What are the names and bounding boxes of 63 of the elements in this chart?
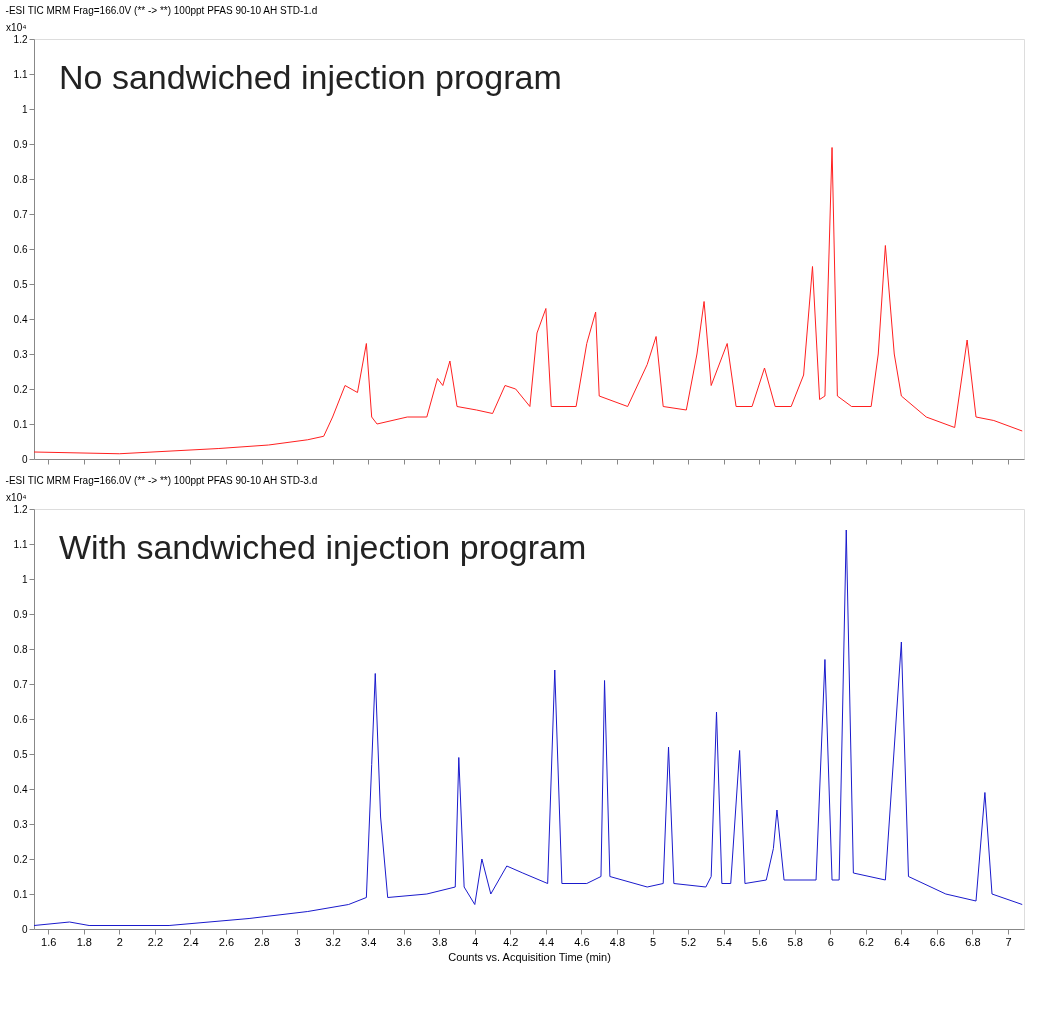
- y-tick-label: 0.6: [13, 713, 28, 725]
- x-tick-label: 2.4: [183, 935, 199, 948]
- x-tick-label: 3.8: [432, 935, 448, 948]
- x-tick-label: 6.4: [894, 935, 910, 948]
- y-tick-label: 1.2: [13, 33, 28, 45]
- y-axis-title: x10⁴: [6, 21, 27, 33]
- x-tick-label: 4: [472, 935, 479, 948]
- x-tick-label: 5.6: [752, 935, 768, 948]
- y-tick-label: 0: [21, 923, 28, 935]
- chart-title: -ESI TIC MRM Frag=166.0V (** -> **) 100ppt PFAS 90-10 AH STD-3.d: [5, 475, 318, 486]
- x-tick-label: 7: [1005, 935, 1012, 948]
- y-tick-label: 0.1: [13, 888, 28, 900]
- y-tick-label: 0.7: [13, 208, 28, 220]
- y-axis-title: x10⁴: [6, 491, 27, 503]
- y-tick-label: 0.3: [13, 348, 28, 360]
- y-tick-label: 0.4: [13, 783, 28, 795]
- x-tick-label: 3.4: [361, 935, 377, 948]
- line-series: [34, 529, 1023, 926]
- x-tick-label: 3.6: [396, 935, 412, 948]
- x-tick-label: 4.8: [609, 935, 626, 948]
- y-tick-label: 1.2: [13, 503, 28, 515]
- x-tick-label: 6.8: [965, 935, 981, 948]
- x-tick-label: 4.4: [538, 935, 555, 948]
- x-tick-label: 2.2: [147, 935, 164, 948]
- annotation: No sandwiched injection program: [59, 58, 562, 96]
- x-tick-label: 5: [649, 935, 657, 948]
- y-tick-label: 0.7: [13, 678, 28, 690]
- y-tick-label: 1: [21, 103, 28, 115]
- y-tick-label: 0.4: [13, 313, 28, 325]
- x-tick-label: 5.8: [787, 935, 803, 948]
- x-tick-label: 5.2: [680, 935, 697, 948]
- x-tick-label: 3: [294, 935, 301, 948]
- y-tick-label: 0.8: [13, 173, 28, 185]
- y-tick-label: 0: [21, 453, 28, 465]
- x-tick-label: 3.2: [325, 935, 341, 948]
- annotation: With sandwiched injection program: [59, 528, 587, 566]
- x-tick-label: 6: [827, 935, 834, 948]
- y-tick-label: 1.1: [13, 538, 28, 550]
- x-tick-label: 6.6: [929, 935, 946, 948]
- x-tick-label: 1.6: [41, 935, 57, 948]
- y-tick-label: 0.2: [13, 853, 28, 865]
- x-tick-label: 2.6: [218, 935, 235, 948]
- y-tick-label: 0.2: [13, 383, 28, 395]
- chart-title: -ESI TIC MRM Frag=166.0V (** -> **) 100ppt PFAS 90-10 AH STD-1.d: [5, 5, 318, 16]
- x-tick-label: 6.2: [858, 935, 874, 948]
- x-axis-title: Counts vs. Acquisition Time (min): [448, 950, 611, 963]
- y-tick-label: 0.9: [13, 608, 28, 620]
- y-tick-label: 1.1: [13, 68, 28, 80]
- y-tick-label: 0.8: [13, 643, 28, 655]
- y-tick-label: 0.6: [13, 243, 28, 255]
- x-tick-label: 2: [116, 935, 123, 948]
- y-tick-label: 0.1: [13, 418, 28, 430]
- y-tick-label: 0.3: [13, 818, 28, 830]
- x-tick-label: 5.4: [716, 935, 732, 948]
- y-tick-label: 0.5: [13, 278, 28, 290]
- y-tick-label: 0.5: [13, 748, 28, 760]
- x-tick-label: 4.2: [503, 935, 519, 948]
- x-tick-label: 4.6: [574, 935, 590, 948]
- x-tick-label: 1.8: [76, 935, 92, 948]
- x-tick-label: 2.8: [254, 935, 270, 948]
- y-tick-label: 0.9: [13, 138, 28, 150]
- line-series: [34, 147, 1023, 455]
- y-tick-label: 1: [21, 573, 28, 585]
